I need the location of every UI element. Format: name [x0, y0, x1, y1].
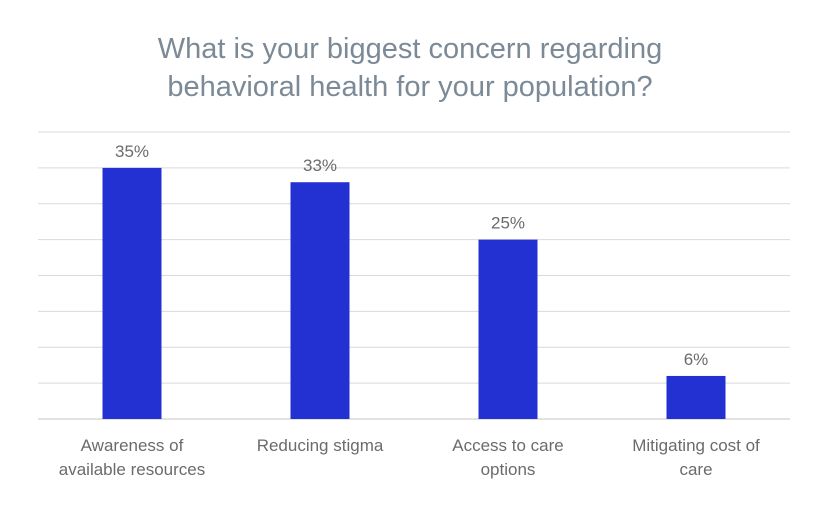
- chart-title: What is your biggest concern regarding b…: [0, 30, 820, 106]
- bar: [102, 167, 162, 419]
- data-label: 35%: [115, 142, 149, 161]
- category-label: Reducing stigma: [257, 436, 384, 455]
- category-labels: Awareness of available resources Reducing …: [59, 436, 760, 479]
- bar: [478, 239, 538, 419]
- category-label: Mitigating cost of: [632, 436, 760, 455]
- category-label: available resources: [59, 460, 205, 479]
- category-label: care: [679, 460, 712, 479]
- category-label: options: [481, 460, 536, 479]
- bar: [290, 182, 350, 419]
- gridlines: [38, 131, 790, 420]
- data-label: 33%: [303, 156, 337, 175]
- data-label: 6%: [684, 350, 709, 369]
- chart-title-line-2: behavioral health for your population?: [167, 71, 653, 103]
- bars: [102, 167, 726, 419]
- chart-title-line-1: What is your biggest concern regarding: [157, 33, 663, 65]
- data-label: 25%: [491, 214, 525, 233]
- category-label: Access to care: [452, 436, 564, 455]
- value-labels: 35% 33% 25% 6%: [115, 142, 708, 369]
- bar: [666, 375, 726, 419]
- category-label: Awareness of: [81, 436, 184, 455]
